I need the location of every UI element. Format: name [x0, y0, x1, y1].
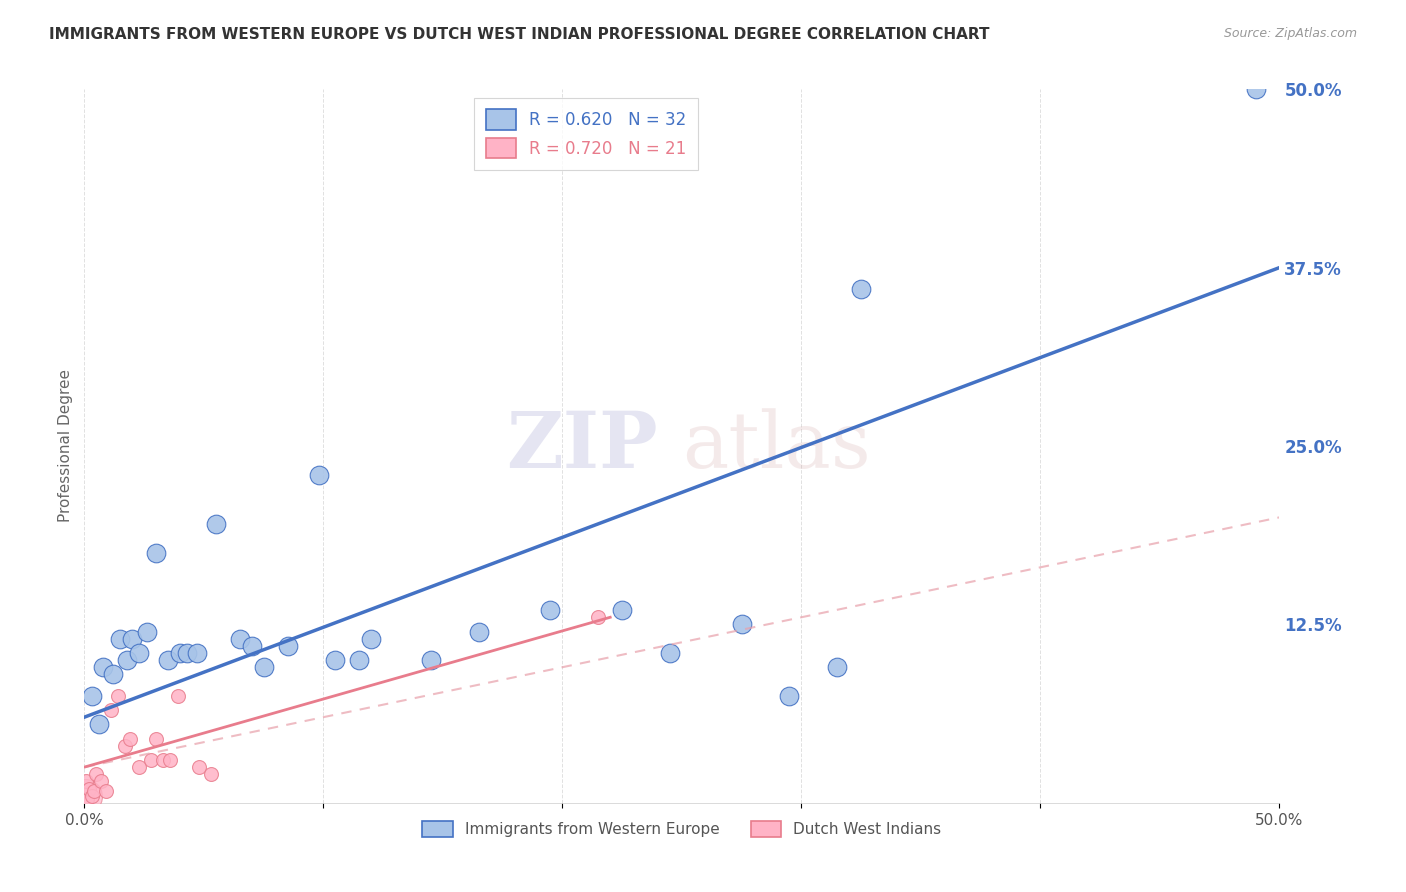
Point — [420, 653, 443, 667]
Point — [73, 789, 96, 803]
Point — [176, 646, 198, 660]
Point — [93, 660, 115, 674]
Point — [1244, 82, 1267, 96]
Point — [360, 632, 382, 646]
Point — [128, 760, 150, 774]
Text: atlas: atlas — [682, 409, 870, 483]
Point — [145, 731, 167, 746]
Point — [612, 603, 634, 617]
Point — [827, 660, 849, 674]
Point — [186, 646, 208, 660]
Point — [86, 767, 108, 781]
Point — [76, 791, 98, 805]
Point — [308, 467, 330, 482]
Point — [851, 282, 873, 296]
Point — [188, 760, 211, 774]
Point — [110, 632, 132, 646]
Text: IMMIGRANTS FROM WESTERN EUROPE VS DUTCH WEST INDIAN PROFESSIONAL DEGREE CORRELAT: IMMIGRANTS FROM WESTERN EUROPE VS DUTCH … — [49, 27, 990, 42]
Point — [159, 753, 181, 767]
Point — [240, 639, 263, 653]
Point — [83, 784, 105, 798]
Legend: Immigrants from Western Europe, Dutch West Indians: Immigrants from Western Europe, Dutch We… — [415, 814, 949, 845]
Point — [659, 646, 682, 660]
Point — [141, 753, 163, 767]
Y-axis label: Professional Degree: Professional Degree — [58, 369, 73, 523]
Point — [90, 774, 112, 789]
Point — [205, 517, 228, 532]
Text: Source: ZipAtlas.com: Source: ZipAtlas.com — [1223, 27, 1357, 40]
Point — [349, 653, 371, 667]
Point — [100, 703, 122, 717]
Point — [169, 646, 191, 660]
Point — [588, 610, 610, 624]
Point — [253, 660, 276, 674]
Point — [94, 784, 117, 798]
Point — [117, 653, 139, 667]
Point — [80, 689, 103, 703]
Point — [80, 789, 103, 803]
Point — [731, 617, 754, 632]
Point — [128, 646, 150, 660]
Point — [77, 781, 100, 796]
Point — [540, 603, 562, 617]
Point — [75, 774, 97, 789]
Point — [229, 632, 252, 646]
Point — [166, 689, 188, 703]
Text: ZIP: ZIP — [506, 408, 658, 484]
Point — [121, 632, 143, 646]
Point — [107, 689, 129, 703]
Point — [152, 753, 174, 767]
Point — [277, 639, 299, 653]
Point — [118, 731, 141, 746]
Point — [114, 739, 136, 753]
Point — [200, 767, 222, 781]
Point — [157, 653, 180, 667]
Point — [101, 667, 124, 681]
Point — [145, 546, 167, 560]
Point — [325, 653, 347, 667]
Point — [468, 624, 491, 639]
Point — [779, 689, 801, 703]
Point — [135, 624, 157, 639]
Point — [87, 717, 110, 731]
